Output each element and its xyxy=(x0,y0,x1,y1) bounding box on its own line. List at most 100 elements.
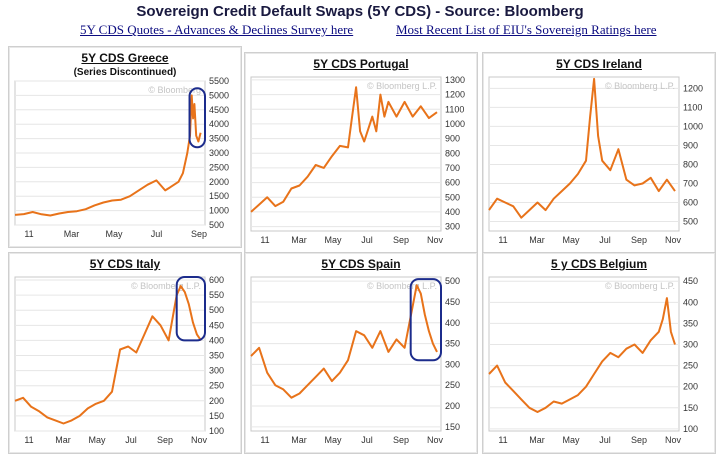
y-tick-label: 500 xyxy=(445,276,460,286)
chart-panel-ireland: 5Y CDS Ireland 500 600 700 800 900 1000 1100 12… xyxy=(482,52,716,254)
y-tick-label: 400 xyxy=(445,207,460,217)
x-tick-label: Jul xyxy=(151,229,163,239)
y-tick-label: 600 xyxy=(445,178,460,188)
y-tick-label: 100 xyxy=(209,426,224,436)
y-tick-label: 350 xyxy=(683,318,698,328)
y-tick-label: 500 xyxy=(445,192,460,202)
y-tick-label: 400 xyxy=(209,335,224,345)
x-tick-label: Nov xyxy=(665,235,682,245)
chart-title: 5 y CDS Belgium xyxy=(550,257,648,271)
chart-title: 5Y CDS Italy xyxy=(89,257,161,271)
chart-svg-spain: 150 200 250 300 350 400 450 500 11 Mar May Jul Sep No… xyxy=(250,276,460,445)
chart-svg-ireland: 500 600 700 800 900 1000 1100 1200 11 Mar May Jul Se… xyxy=(488,76,703,245)
bloomberg-watermark: © Bloomberg L.P. xyxy=(131,281,201,291)
y-tick-label: 450 xyxy=(445,297,460,307)
y-tick-label: 150 xyxy=(683,403,698,413)
series-line xyxy=(250,86,438,213)
x-tick-label: Sep xyxy=(631,435,647,445)
y-tick-label: 300 xyxy=(445,222,460,232)
y-tick-label: 1000 xyxy=(209,206,229,216)
y-tick-label: 450 xyxy=(683,276,698,286)
y-tick-label: 200 xyxy=(445,401,460,411)
series-line xyxy=(14,285,202,425)
y-tick-label: 4500 xyxy=(209,105,229,115)
x-tick-label: 11 xyxy=(260,235,269,245)
y-tick-label: 400 xyxy=(683,297,698,307)
y-tick-label: 800 xyxy=(683,159,698,169)
y-tick-label: 1200 xyxy=(683,83,703,93)
x-tick-label: Nov xyxy=(427,435,444,445)
y-tick-label: 900 xyxy=(683,140,698,150)
y-tick-label: 400 xyxy=(445,318,460,328)
x-tick-label: May xyxy=(324,235,342,245)
bloomberg-watermark: © Bloomberg L.P. xyxy=(605,281,675,291)
bloomberg-watermark: © Bloomberg xyxy=(148,85,201,95)
x-tick-label: Mar xyxy=(291,235,307,245)
plot-area xyxy=(250,76,442,232)
x-tick-label: Mar xyxy=(529,435,545,445)
sovereign-ratings-link[interactable]: Most Recent List of EIU's Sovereign Rati… xyxy=(396,22,657,37)
plot-area xyxy=(14,276,206,432)
x-tick-label: Jul xyxy=(599,435,611,445)
y-tick-label: 300 xyxy=(683,340,698,350)
chart-panel-spain: 5Y CDS Spain 150 200 250 300 350 400 450 500 11 M… xyxy=(244,252,478,454)
y-tick-label: 1000 xyxy=(445,119,465,129)
y-tick-label: 150 xyxy=(209,411,224,421)
x-tick-label: May xyxy=(562,235,580,245)
x-tick-label: Jul xyxy=(361,435,373,445)
chart-panel-italy: 5Y CDS Italy 100 150 200 250 300 350 400 450 500… xyxy=(8,252,242,454)
y-tick-label: 900 xyxy=(445,134,460,144)
y-tick-label: 150 xyxy=(445,422,460,432)
y-tick-label: 500 xyxy=(683,216,698,226)
y-tick-label: 1200 xyxy=(445,90,465,100)
x-tick-label: Nov xyxy=(191,435,208,445)
chart-svg-greece: 500 1000 1500 2000 2500 3000 3500 4000 4500 5000 5… xyxy=(14,76,229,239)
y-tick-label: 600 xyxy=(209,275,224,285)
x-tick-label: Mar xyxy=(529,235,545,245)
page-title: Sovereign Credit Default Swaps (5Y CDS) … xyxy=(136,3,584,20)
highlight-oval xyxy=(188,87,206,149)
y-tick-label: 550 xyxy=(209,290,224,300)
y-tick-label: 300 xyxy=(209,366,224,376)
chart-svg-belgium: 100 150 200 250 300 350 400 450 11 Mar May Jul Sep No… xyxy=(488,276,698,445)
x-tick-label: May xyxy=(88,435,106,445)
y-tick-label: 4000 xyxy=(209,119,229,129)
chart-panel-greece: 5Y CDS Greece (Series Discontinued) 500 1… xyxy=(8,46,242,248)
y-tick-label: 1300 xyxy=(445,75,465,85)
chart-svg-portugal: 300 400 500 600 700 800 900 1000 1100 1200 1300 11 M… xyxy=(250,75,465,245)
x-tick-label: 11 xyxy=(24,435,33,445)
y-tick-label: 5000 xyxy=(209,90,229,100)
bloomberg-watermark: © Bloomberg L.P. xyxy=(367,281,437,291)
y-tick-label: 450 xyxy=(209,320,224,330)
series-line xyxy=(488,77,676,219)
y-tick-label: 1100 xyxy=(445,104,464,114)
y-tick-label: 500 xyxy=(209,220,224,230)
y-tick-label: 500 xyxy=(209,305,224,315)
series-line xyxy=(14,94,202,217)
x-tick-label: Mar xyxy=(291,435,307,445)
x-tick-label: Nov xyxy=(427,235,444,245)
y-tick-label: 3000 xyxy=(209,148,229,158)
x-tick-label: Sep xyxy=(631,235,647,245)
highlight-oval xyxy=(409,278,442,362)
chart-panel-belgium: 5 y CDS Belgium 100 150 200 250 300 350 400 450… xyxy=(482,252,716,454)
y-tick-label: 5500 xyxy=(209,76,229,86)
y-tick-label: 2500 xyxy=(209,162,229,172)
plot-area xyxy=(488,76,680,232)
y-tick-label: 200 xyxy=(683,382,698,392)
chart-title: 5Y CDS Greece xyxy=(81,51,169,65)
y-tick-label: 250 xyxy=(209,381,224,391)
y-tick-label: 300 xyxy=(445,359,460,369)
y-tick-label: 100 xyxy=(683,424,698,434)
y-tick-label: 800 xyxy=(445,148,460,158)
x-tick-label: Jul xyxy=(599,235,611,245)
cds-quotes-link[interactable]: 5Y CDS Quotes - Advances & Declines Surv… xyxy=(80,22,354,37)
x-tick-label: 11 xyxy=(24,229,33,239)
plot-area xyxy=(250,276,442,432)
y-tick-label: 250 xyxy=(445,380,460,390)
x-tick-label: 11 xyxy=(498,435,507,445)
y-tick-label: 1500 xyxy=(209,191,229,201)
x-tick-label: May xyxy=(562,435,580,445)
y-tick-label: 200 xyxy=(209,396,224,406)
x-tick-label: Jul xyxy=(361,235,373,245)
